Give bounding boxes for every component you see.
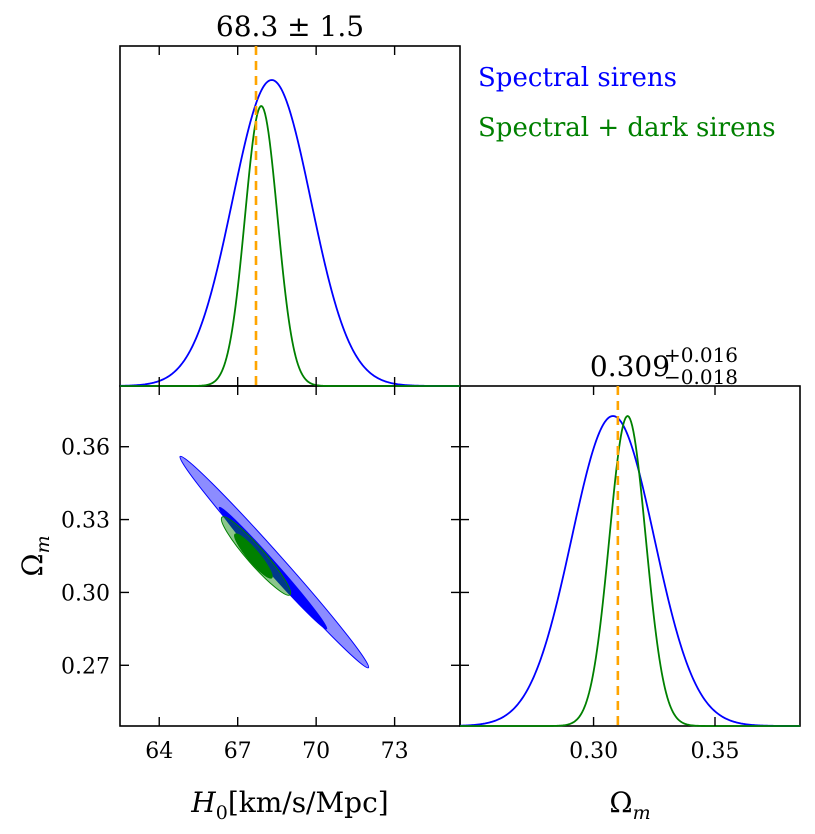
h0-marginal-spectral	[119, 79, 460, 387]
panel-joint-frame	[119, 385, 461, 727]
axis-ticks: 64 67 70 73 0.30 0.35 0.27 0.30 0.33 0.36	[61, 46, 739, 764]
marginal-curves	[119, 79, 800, 727]
om-title-center: 0.309	[590, 350, 670, 383]
om-x-tick-label: 0.30	[569, 739, 618, 764]
h0-tick-label: 67	[224, 739, 252, 764]
h0-tick-label: 70	[302, 739, 330, 764]
om-y-tick-label: 0.30	[61, 581, 110, 606]
om-x-tick-label: 0.35	[691, 739, 740, 764]
om-marginal-spectral	[459, 415, 800, 727]
om-title-minus: −0.018	[664, 365, 738, 389]
h0-marginal-combined	[120, 105, 460, 387]
h0-tick-label: 64	[145, 739, 173, 764]
h0-tick-label: 73	[381, 739, 409, 764]
contour-combined-1-sigma	[234, 533, 273, 579]
panel-om-marginal-frame	[459, 385, 801, 727]
panel-h0-marginal-frame	[119, 45, 461, 387]
y-axis-label-om: Ωm	[16, 535, 54, 576]
x-axis-label-om: Ωm	[609, 786, 650, 824]
legend-spectral-sirens: Spectral sirens	[478, 63, 677, 93]
h0-title: 68.3 ± 1.5	[216, 10, 364, 43]
legend-spectral-dark-sirens: Spectral + dark sirens	[478, 113, 776, 143]
om-y-tick-label: 0.33	[61, 509, 110, 534]
om-title: 0.309	[590, 350, 670, 383]
joint-contours	[179, 455, 370, 669]
om-y-tick-label: 0.27	[61, 654, 110, 679]
om-marginal-combined	[460, 415, 800, 727]
x-axis-label-h0: H0[km/s/Mpc]	[190, 786, 388, 824]
om-y-tick-label: 0.36	[61, 436, 110, 461]
truth-lines	[254, 46, 620, 726]
om-title-plus: +0.016	[664, 343, 738, 367]
